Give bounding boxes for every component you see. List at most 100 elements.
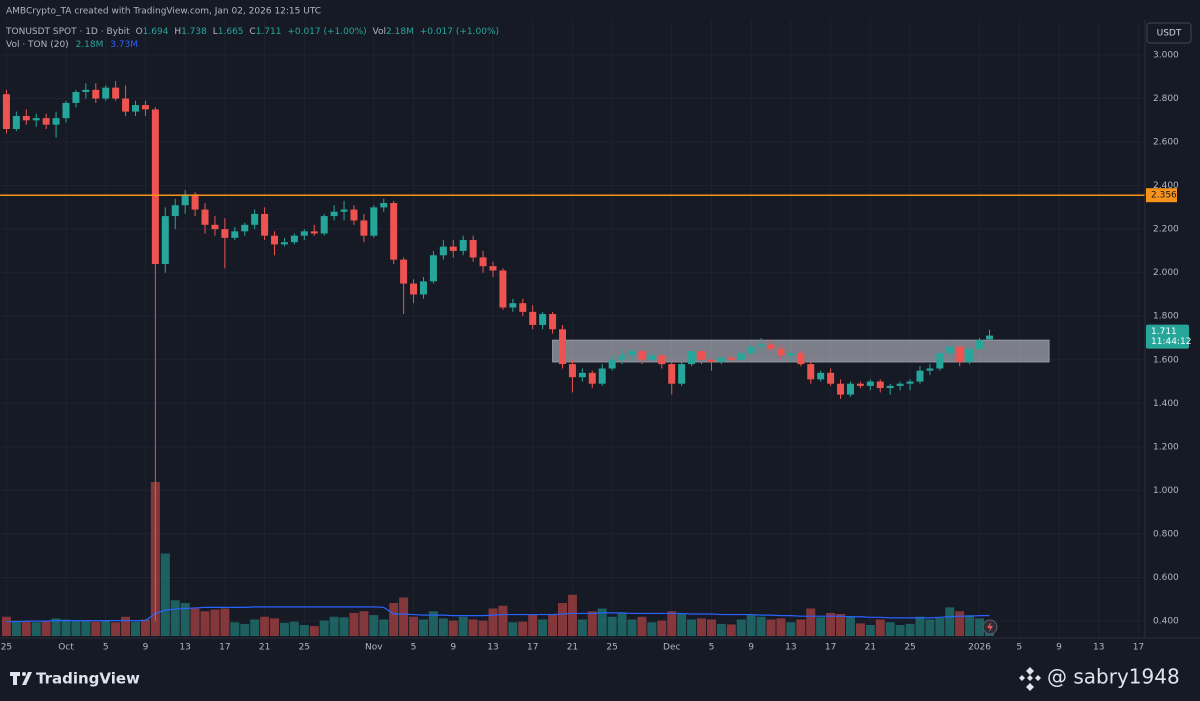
volume-bar [766,619,776,636]
candle-body [906,381,914,384]
volume-bar [796,619,806,636]
candle-body [668,364,676,384]
candle-body [926,368,934,371]
volume-bar [61,619,71,636]
volume-bar [975,618,985,636]
candle-body [658,355,666,365]
vol-value: 2.18M [76,40,104,50]
candle-body [936,353,944,369]
volume-bar [299,625,309,636]
volume-bar [498,605,508,636]
candle-body [479,257,487,267]
candle-body [151,109,159,264]
candle-body [509,303,517,308]
volume-bar [81,620,91,636]
candle-body [2,94,10,130]
x-tick-label: 21 [259,643,270,653]
level-tag [1146,188,1177,203]
candle-body [271,235,279,245]
candle-body [688,351,696,365]
volume-bar [389,603,399,636]
currency-box[interactable] [1146,22,1192,44]
candle-body [837,383,845,395]
volume-bar [508,622,518,636]
volume-bar [677,614,687,636]
candle-body [588,372,596,384]
vol-label: Vol [373,27,386,37]
volume-bar [806,608,816,636]
volume-bar [140,619,150,636]
candle-body [12,115,20,130]
candle-body [529,311,537,325]
candle-body [757,344,765,347]
x-tick-label: 9 [1056,643,1062,653]
volume-bar [518,621,528,636]
volume-bar [220,608,230,636]
ohlc-label: O [136,27,143,37]
x-tick-label: 5 [1016,643,1022,653]
candle-body [112,87,120,99]
y-tick-label: 1.600 [1153,355,1179,365]
volume-bar [41,620,51,636]
credit: AMBCrypto_TA created with TradingView.co… [6,7,321,17]
volume-bar [687,619,697,636]
x-tick-label: 17 [1133,643,1144,653]
candle-body [340,209,348,212]
vol-study: Vol · TON (20) [6,40,69,50]
volume-bar [836,614,846,636]
volume-bar [131,621,141,636]
volume-bar [121,616,131,636]
candle-body [489,266,497,271]
volume-bar [776,618,786,636]
ohlc-label: C [249,27,255,37]
x-tick-label: 5 [709,643,715,653]
volume-bar [845,616,855,636]
x-tick-label: 13 [1093,643,1104,653]
currency[interactable]: USDT [1157,29,1182,39]
volume-bar [21,621,31,636]
plot-area [0,81,1145,636]
candle-body [578,372,586,378]
volume-bar [726,624,736,636]
watermark: @ sabry1948 [1047,665,1180,689]
volume-bar [965,615,975,636]
volume-bar [647,622,657,636]
candle-body [916,370,924,382]
y-tick-label: 1.400 [1153,399,1179,409]
candle-body [459,240,467,251]
x-tick-label: 9 [450,643,456,653]
volume-bar [170,600,180,636]
ohlc-label: L [213,27,218,37]
candle-body [598,368,606,384]
axes: 0.400 0.600 0.800 1.000 1.200 1.400 1.600 1.800… [1,51,1192,653]
candle-body [519,303,527,312]
x-tick-label: 5 [411,643,417,653]
ohlc-value: 1.738 [181,27,207,37]
x-tick-label: 17 [825,643,836,653]
volume-bar [905,623,915,636]
candle-body [290,235,298,243]
candle-body [469,240,477,258]
candle-body [767,344,775,349]
candle-body [956,346,964,362]
volume-bar [260,616,270,636]
x-tick-label: 25 [1,643,12,653]
volume-bar [101,620,111,636]
x-tick-label: 25 [606,643,617,653]
watermark-icon [1019,667,1041,691]
candle-body [608,359,616,369]
candle-body [221,229,229,238]
x-tick-label: Nov [365,643,383,653]
volume-bar [538,619,548,636]
volume-bar [816,617,826,636]
countdown: 11:44:12 [1151,337,1191,347]
level-label: 2.356 [1151,191,1177,201]
events-icon-bolt [987,622,993,632]
volume-bar [71,621,81,636]
candle-body [330,211,338,217]
volume-bar [826,612,836,636]
candle-body [211,224,219,230]
candle-body [787,353,795,356]
ohlc-legend: TONUSDT SPOT · 1D · Bybit O1.694 H1.738 … [5,27,499,37]
